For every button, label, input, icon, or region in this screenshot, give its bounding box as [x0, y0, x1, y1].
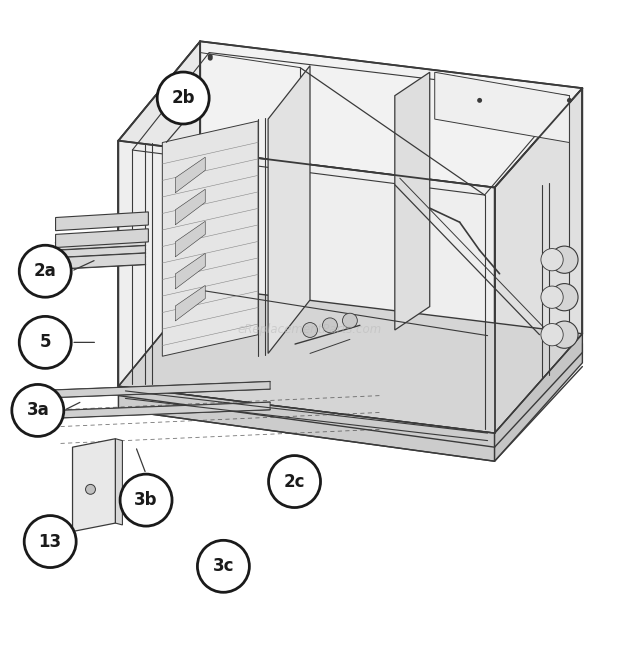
Circle shape — [208, 54, 213, 59]
Polygon shape — [118, 42, 200, 386]
Circle shape — [197, 541, 249, 592]
Circle shape — [19, 246, 71, 297]
Polygon shape — [56, 229, 148, 248]
Text: 2b: 2b — [172, 89, 195, 107]
Circle shape — [477, 98, 482, 103]
Polygon shape — [162, 121, 258, 356]
Circle shape — [19, 316, 71, 368]
Polygon shape — [175, 285, 205, 321]
Text: 13: 13 — [38, 533, 62, 550]
Polygon shape — [495, 334, 582, 461]
Polygon shape — [118, 42, 582, 187]
Text: 2a: 2a — [34, 262, 56, 280]
Polygon shape — [30, 381, 270, 399]
Polygon shape — [435, 72, 569, 143]
Polygon shape — [73, 439, 115, 531]
Circle shape — [551, 284, 578, 311]
Text: 2c: 2c — [284, 473, 305, 490]
Circle shape — [157, 72, 209, 124]
Circle shape — [541, 249, 563, 271]
Polygon shape — [495, 88, 582, 433]
Circle shape — [567, 98, 572, 103]
Circle shape — [541, 286, 563, 308]
Circle shape — [322, 318, 337, 333]
Circle shape — [268, 455, 321, 508]
Polygon shape — [115, 439, 122, 525]
Polygon shape — [56, 212, 148, 230]
Polygon shape — [268, 66, 310, 354]
Polygon shape — [395, 72, 430, 330]
Circle shape — [551, 246, 578, 273]
Text: 3b: 3b — [135, 491, 158, 509]
Circle shape — [551, 321, 578, 348]
Circle shape — [541, 323, 563, 346]
Text: 5: 5 — [40, 333, 51, 351]
Circle shape — [12, 384, 64, 436]
Text: 3a: 3a — [27, 401, 49, 419]
Polygon shape — [56, 246, 145, 261]
Circle shape — [120, 474, 172, 526]
Polygon shape — [118, 141, 495, 433]
Circle shape — [303, 323, 317, 337]
Polygon shape — [56, 253, 145, 269]
Polygon shape — [175, 189, 205, 225]
Text: eReplacementParts.com: eReplacementParts.com — [238, 323, 382, 337]
Polygon shape — [56, 238, 145, 254]
Text: 3c: 3c — [213, 557, 234, 576]
Polygon shape — [175, 253, 205, 289]
Polygon shape — [118, 287, 582, 433]
Polygon shape — [175, 221, 205, 257]
Circle shape — [86, 484, 95, 494]
Circle shape — [24, 515, 76, 568]
Circle shape — [208, 55, 213, 61]
Polygon shape — [175, 157, 205, 193]
Polygon shape — [30, 402, 270, 419]
Polygon shape — [118, 386, 495, 461]
Circle shape — [342, 314, 357, 328]
